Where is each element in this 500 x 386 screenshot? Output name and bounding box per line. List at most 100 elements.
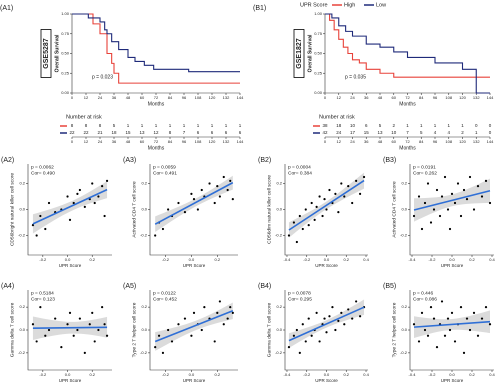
x-axis-label: UPR Score xyxy=(183,263,206,268)
point xyxy=(292,221,295,224)
point xyxy=(91,182,94,185)
y-tick-label: -0.2 xyxy=(140,350,148,355)
point xyxy=(88,323,91,326)
y-tick-label: -0.2 xyxy=(275,233,283,238)
point xyxy=(292,334,295,337)
point xyxy=(35,340,38,343)
x-tick-label: -0.2 xyxy=(303,372,311,377)
point xyxy=(334,192,337,195)
risk-count: 0 xyxy=(489,130,492,135)
risk-count: 10 xyxy=(391,130,397,135)
risk-x-tick-label: 24 xyxy=(350,139,355,144)
point xyxy=(351,201,354,205)
x-axis-label: UPR Score xyxy=(441,263,464,268)
point xyxy=(340,311,343,314)
risk-count: 1 xyxy=(447,123,450,128)
dataset-box xyxy=(293,29,305,78)
x-tick-label: 48 xyxy=(378,95,383,100)
x-tick-label: -0.4 xyxy=(284,372,292,377)
point xyxy=(440,300,444,303)
x-tick-label: 0.2 xyxy=(469,372,475,377)
x-tick-label: 24 xyxy=(98,95,103,100)
risk-count: 22 xyxy=(69,130,75,135)
risk-count: 8 xyxy=(169,130,172,135)
point xyxy=(429,221,433,224)
point xyxy=(190,192,193,195)
risk-count: 8 xyxy=(99,123,102,128)
point xyxy=(310,334,313,337)
point xyxy=(76,328,79,332)
risk-x-tick-label: 72 xyxy=(405,139,410,144)
risk-x-tick-label: 132 xyxy=(473,139,480,144)
point xyxy=(167,328,170,332)
risk-count: 2 xyxy=(461,130,464,135)
point xyxy=(443,175,447,179)
x-tick-label: 0.2 xyxy=(343,372,349,377)
y-tick-label: 0.2 xyxy=(276,304,282,309)
point xyxy=(358,192,362,195)
x-tick-label: 132 xyxy=(223,95,230,100)
point xyxy=(355,179,358,182)
point xyxy=(231,311,234,314)
risk-count: 15 xyxy=(364,130,370,135)
y-axis-label: Gamma delta T cell score xyxy=(9,302,15,357)
dataset-box xyxy=(40,29,52,78)
x-tick-label: 0.2 xyxy=(89,257,95,262)
risk-count: 6 xyxy=(211,130,214,135)
y-tick-label: 1.00 xyxy=(61,11,70,16)
point xyxy=(154,346,157,349)
risk-x-tick-label: 96 xyxy=(182,139,187,144)
point xyxy=(170,340,174,343)
y-tick-label: -0.2 xyxy=(18,350,26,355)
panel-label: (A3) xyxy=(123,157,136,164)
risk-count: 4 xyxy=(447,130,450,135)
risk-count: 12 xyxy=(153,130,159,135)
risk-x-tick-label: 120 xyxy=(209,139,216,144)
x-tick-label: 0.2 xyxy=(215,372,221,377)
risk-count: 7 xyxy=(183,130,186,135)
x-tick-label: 48 xyxy=(126,95,131,100)
risk-x-tick-label: 0 xyxy=(71,139,74,144)
y-tick-label: 0.25 xyxy=(314,70,323,75)
risk-title: Number at risk xyxy=(319,114,355,120)
point xyxy=(60,346,63,349)
point xyxy=(183,317,187,320)
y-tick-label: 0.2 xyxy=(19,304,25,309)
point xyxy=(196,208,199,211)
point xyxy=(420,227,424,231)
point xyxy=(484,306,488,309)
point xyxy=(334,328,337,332)
x-tick-label: 0.4 xyxy=(363,257,369,262)
y-tick-label: 0.2 xyxy=(401,304,407,309)
point xyxy=(31,323,35,326)
annotation: p = 0.5184 xyxy=(31,290,54,296)
risk-count: 21 xyxy=(97,130,103,135)
point xyxy=(488,201,492,205)
risk-x-tick-label: 132 xyxy=(223,139,230,144)
point xyxy=(310,201,313,205)
annotation: Cor= 0.123 xyxy=(31,296,55,302)
risk-x-tick-label: 144 xyxy=(237,139,244,144)
x-tick-label: 108 xyxy=(445,95,452,100)
point xyxy=(301,227,304,231)
x-tick-label: 96 xyxy=(182,95,187,100)
risk-x-tick-label: 48 xyxy=(126,139,131,144)
y-tick-label: -0.2 xyxy=(400,350,408,355)
annotation: p = 0.0059 xyxy=(153,164,176,170)
point xyxy=(325,331,328,334)
axis-line xyxy=(149,290,238,371)
risk-title: Number at risk xyxy=(66,114,102,120)
y-axis-label: Overall Survival xyxy=(54,34,60,72)
y-tick-label: 0.0 xyxy=(141,327,147,332)
point xyxy=(229,306,232,309)
point xyxy=(301,323,304,326)
point xyxy=(295,240,298,244)
panel-label: (A5) xyxy=(123,283,136,290)
point xyxy=(298,214,301,218)
x-tick-label: -0.2 xyxy=(162,257,170,262)
x-tick-label: 0.0 xyxy=(65,372,71,377)
annotation: p = 0.0078 xyxy=(288,290,311,296)
x-tick-label: 0.0 xyxy=(189,257,195,262)
axis-line xyxy=(149,164,238,256)
risk-x-tick-label: 120 xyxy=(459,139,466,144)
